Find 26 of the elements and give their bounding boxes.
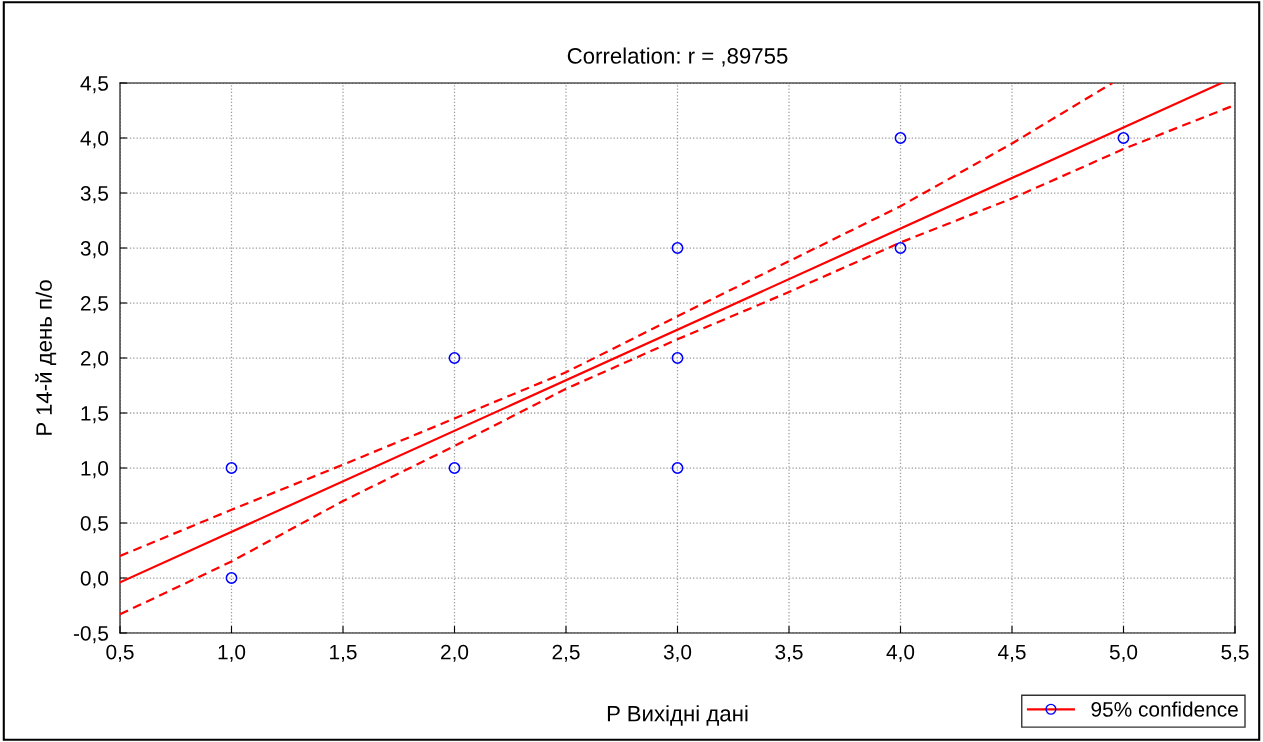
y-tick-label: 4,5 bbox=[80, 76, 109, 94]
x-tick-label: 0,5 bbox=[106, 644, 134, 662]
y-tick-label: 2,5 bbox=[80, 296, 109, 314]
legend-label: 95% confidence bbox=[1091, 701, 1238, 717]
y-tick-label: 2,0 bbox=[80, 351, 109, 369]
x-tick-label: 1,0 bbox=[218, 644, 246, 662]
x-tick-label: 2,5 bbox=[552, 644, 580, 662]
chart-title: Correlation: r = ,89755 bbox=[567, 47, 788, 67]
x-tick-label: 4,0 bbox=[886, 644, 915, 662]
x-tick-label: 1,5 bbox=[330, 644, 357, 662]
y-tick-label: 3,5 bbox=[80, 186, 109, 204]
y-tick-label: 3,0 bbox=[80, 241, 109, 259]
x-tick-label: 4,5 bbox=[998, 644, 1026, 662]
y-tick-label: 1,5 bbox=[81, 406, 109, 424]
x-tick-label: 5,5 bbox=[1221, 644, 1249, 662]
y-tick-label: 1,0 bbox=[81, 461, 109, 479]
y-tick-label: -0,5 bbox=[73, 626, 109, 644]
x-tick-label: 3,0 bbox=[663, 644, 692, 662]
y-tick-label: 0,5 bbox=[80, 516, 109, 534]
x-tick-label: 3,5 bbox=[775, 644, 803, 662]
y-tick-label: 0,0 bbox=[80, 571, 109, 589]
y-axis-title: P 14-й день п/о bbox=[35, 280, 57, 435]
x-tick-label: 5,0 bbox=[1109, 644, 1138, 662]
y-tick-label: 4,0 bbox=[80, 131, 109, 149]
x-axis-title: P Вихідні дані bbox=[607, 705, 748, 726]
x-tick-label: 2,0 bbox=[441, 644, 469, 662]
